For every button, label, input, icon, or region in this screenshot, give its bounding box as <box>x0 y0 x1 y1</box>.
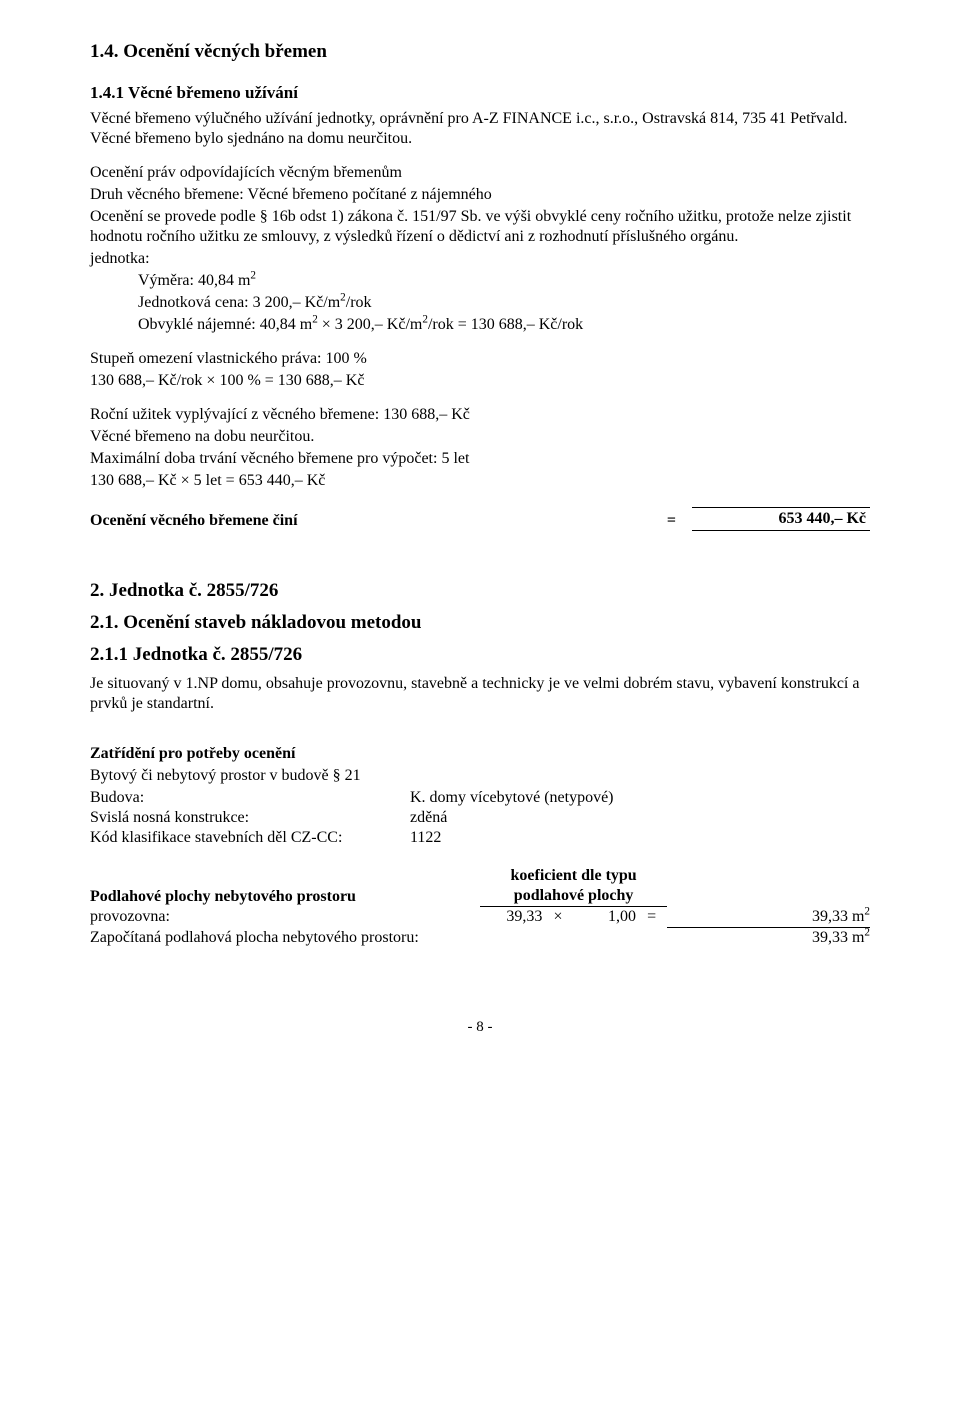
kv-row: Budova: K. domy vícebytové (netypové) <box>90 788 870 808</box>
kv-val: 1122 <box>410 828 441 848</box>
kv-row: Kód klasifikace stavebních děl CZ-CC: 11… <box>90 828 870 848</box>
text: Jednotková cena: 3 200,– Kč/m <box>138 294 340 311</box>
floor-head-left: Podlahové plochy nebytového prostoru <box>90 866 480 907</box>
result-row: Ocenění věcného břemene činí = 653 440,–… <box>90 507 870 531</box>
superscript: 2 <box>250 270 256 282</box>
text: /rok = 130 688,– Kč/rok <box>428 316 583 333</box>
text: × 3 200,– Kč/m <box>318 316 423 333</box>
superscript: 2 <box>864 905 870 917</box>
subheading: Ocenění práv odpovídajících věcným břeme… <box>90 163 870 183</box>
line-najem: Obvyklé nájemné: 40,84 m2 × 3 200,– Kč/m… <box>138 315 870 335</box>
cell-op: × <box>542 907 573 928</box>
line-vymera: Výměra: 40,84 m2 <box>138 271 870 291</box>
para: Maximální doba trvání věcného břemene pr… <box>90 449 870 469</box>
cell-result: 39,33 m2 <box>667 907 870 928</box>
cell-a: 39,33 <box>480 907 542 928</box>
equals-sign: = <box>651 511 692 531</box>
line-cena: Jednotková cena: 3 200,– Kč/m2/rok <box>138 293 870 313</box>
floor-head-coef-b: podlahové plochy <box>480 886 667 907</box>
para: Ocenění se provede podle § 16b odst 1) z… <box>90 207 870 247</box>
text: Obvyklé nájemné: 40,84 m <box>138 316 312 333</box>
text: 39,33 m <box>812 929 864 946</box>
kv-val: K. domy vícebytové (netypové) <box>410 788 614 808</box>
para: 130 688,– Kč × 5 let = 653 440,– Kč <box>90 471 870 491</box>
subheading: Zatřídění pro potřeby ocenění <box>90 744 870 764</box>
kv-key: Budova: <box>90 788 410 808</box>
heading-2-1: 2.1. Ocenění staveb nákladovou metodou <box>90 611 870 635</box>
kv-key: Kód klasifikace stavebních děl CZ-CC: <box>90 828 410 848</box>
text: Výměra: 40,84 m <box>138 272 250 289</box>
text: /rok <box>346 294 372 311</box>
cell-b: 1,00 <box>574 907 636 928</box>
floor-table: Podlahové plochy nebytového prostoru koe… <box>90 866 870 948</box>
para: 130 688,– Kč/rok × 100 % = 130 688,– Kč <box>90 371 870 391</box>
cell-eq: = <box>636 907 667 928</box>
text: 39,33 m <box>812 908 864 925</box>
cell-result: 39,33 m2 <box>667 927 870 948</box>
para: Roční užitek vyplývající z věcného břeme… <box>90 405 870 425</box>
para: Je situovaný v 1.NP domu, obsahuje provo… <box>90 674 870 714</box>
cell-label: provozovna: <box>90 907 480 928</box>
result-label: Ocenění věcného břemene činí <box>90 511 298 531</box>
kv-val: zděná <box>410 808 447 828</box>
heading-1-4-1: 1.4.1 Věcné břemeno užívání <box>90 82 870 103</box>
kv-key: Svislá nosná konstrukce: <box>90 808 410 828</box>
para: jednotka: <box>90 249 870 269</box>
heading-1-4: 1.4. Ocenění věcných břemen <box>90 40 870 64</box>
kv-row: Svislá nosná konstrukce: zděná <box>90 808 870 828</box>
table-row: provozovna: 39,33 × 1,00 = 39,33 m2 <box>90 907 870 928</box>
cell-label: Započítaná podlahová plocha nebytového p… <box>90 927 667 948</box>
page-number: - 8 - <box>90 1018 870 1037</box>
heading-2-1-1: 2.1.1 Jednotka č. 2855/726 <box>90 643 870 667</box>
heading-2: 2. Jednotka č. 2855/726 <box>90 579 870 603</box>
para: Stupeň omezení vlastnického práva: 100 % <box>90 349 870 369</box>
para: Druh věcného břemene: Věcné břemeno počí… <box>90 185 870 205</box>
table-row: Započítaná podlahová plocha nebytového p… <box>90 927 870 948</box>
para: Věcné břemeno na dobu neurčitou. <box>90 427 870 447</box>
result-value: 653 440,– Kč <box>692 507 870 531</box>
superscript: 2 <box>864 926 870 938</box>
para: Bytový či nebytový prostor v budově § 21 <box>90 766 870 786</box>
para: Věcné břemeno výlučného užívání jednotky… <box>90 109 870 149</box>
floor-head-coef-a: koeficient dle typu <box>480 866 667 886</box>
